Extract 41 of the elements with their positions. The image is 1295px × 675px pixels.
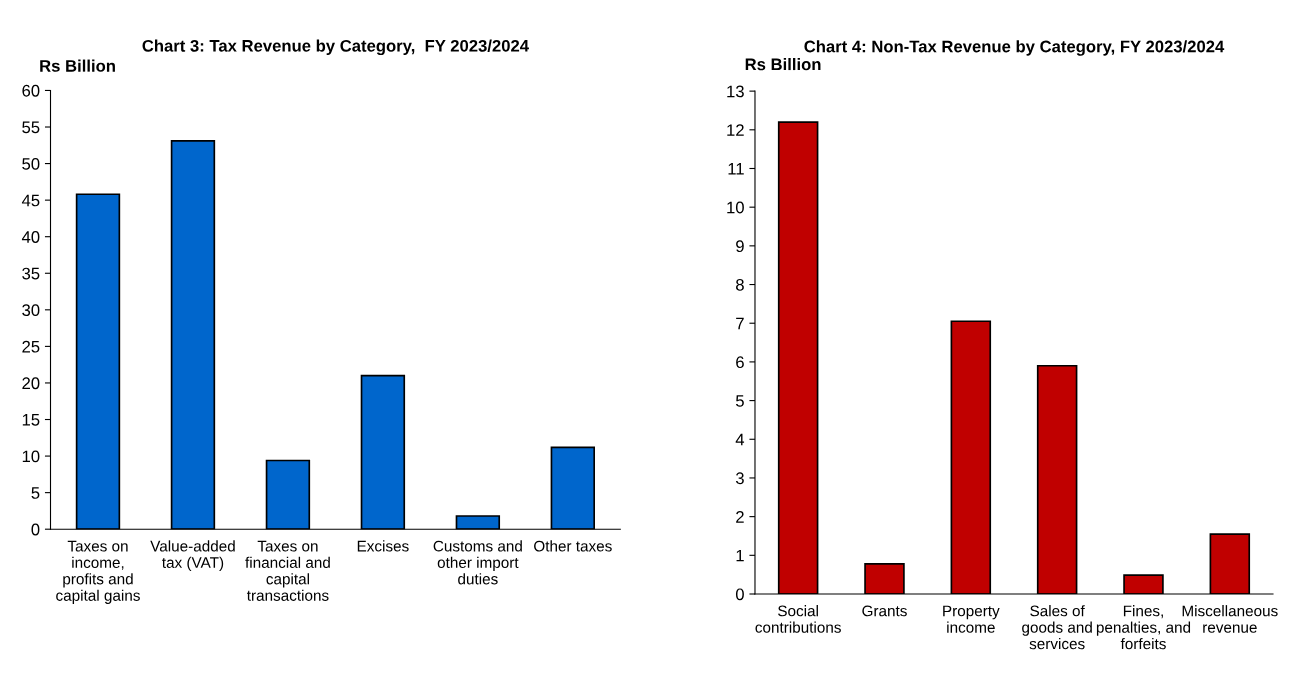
chart-title: Chart 3: Tax Revenue by Category, FY 2023/2024	[142, 39, 529, 56]
y-tick-label: 40	[21, 231, 40, 243]
y-axis-title: Rs Billion	[745, 57, 821, 71]
y-tick-label: 0	[31, 523, 40, 536]
y-tick-label: 5	[735, 395, 744, 407]
y-tick-label: 20	[22, 377, 40, 390]
y-tick-label: 1	[736, 549, 744, 562]
x-tick-label: Customs and other import duties	[433, 540, 522, 585]
y-tick-label: 12	[727, 124, 744, 136]
y-tick-label: 13	[727, 85, 744, 98]
y-tick-label: 9	[736, 240, 744, 253]
y-tick-label: 10	[22, 450, 40, 463]
x-tick-label: Taxes on income, profits and capital gains	[56, 540, 140, 604]
x-tick-label: Value-added tax (VAT)	[150, 540, 235, 571]
x-tick-label: Property income	[943, 605, 1000, 633]
y-tick-label: 2	[736, 511, 744, 523]
y-tick-label: 5	[31, 487, 40, 499]
y-tick-label: 10	[727, 201, 744, 214]
y-tick-label: 3	[735, 472, 744, 485]
x-tick-label: Excises	[357, 540, 409, 552]
y-tick-label: 6	[736, 356, 744, 369]
y-tick-label: 25	[22, 340, 40, 353]
x-tick-label: Sales of goods and services	[1022, 605, 1092, 650]
x-tick-label: Taxes on financial and capital transactions	[245, 540, 330, 601]
y-tick-label: 45	[21, 194, 40, 207]
y-tick-label: 35	[22, 267, 40, 280]
y-axis-title: Rs Billion	[40, 59, 115, 72]
y-tick-label: 0	[735, 588, 744, 601]
y-tick-label: 4	[735, 433, 745, 446]
x-tick-label: Other taxes	[534, 540, 612, 552]
x-tick-label: Grants	[862, 605, 907, 617]
y-tick-label: 8	[736, 278, 744, 291]
y-tick-label: 30	[22, 304, 40, 317]
y-tick-label: 55	[22, 121, 40, 134]
y-tick-label: 50	[22, 157, 40, 170]
y-tick-label: 7	[736, 317, 744, 330]
y-tick-label: 15	[22, 414, 40, 426]
y-tick-label: 60	[22, 84, 40, 97]
chart-title: Chart 4: Non-Tax Revenue by Category, FY 2023/2024	[804, 40, 1225, 56]
y-tick-label: 11	[728, 163, 744, 175]
x-tick-label: Social contributions	[755, 605, 841, 633]
